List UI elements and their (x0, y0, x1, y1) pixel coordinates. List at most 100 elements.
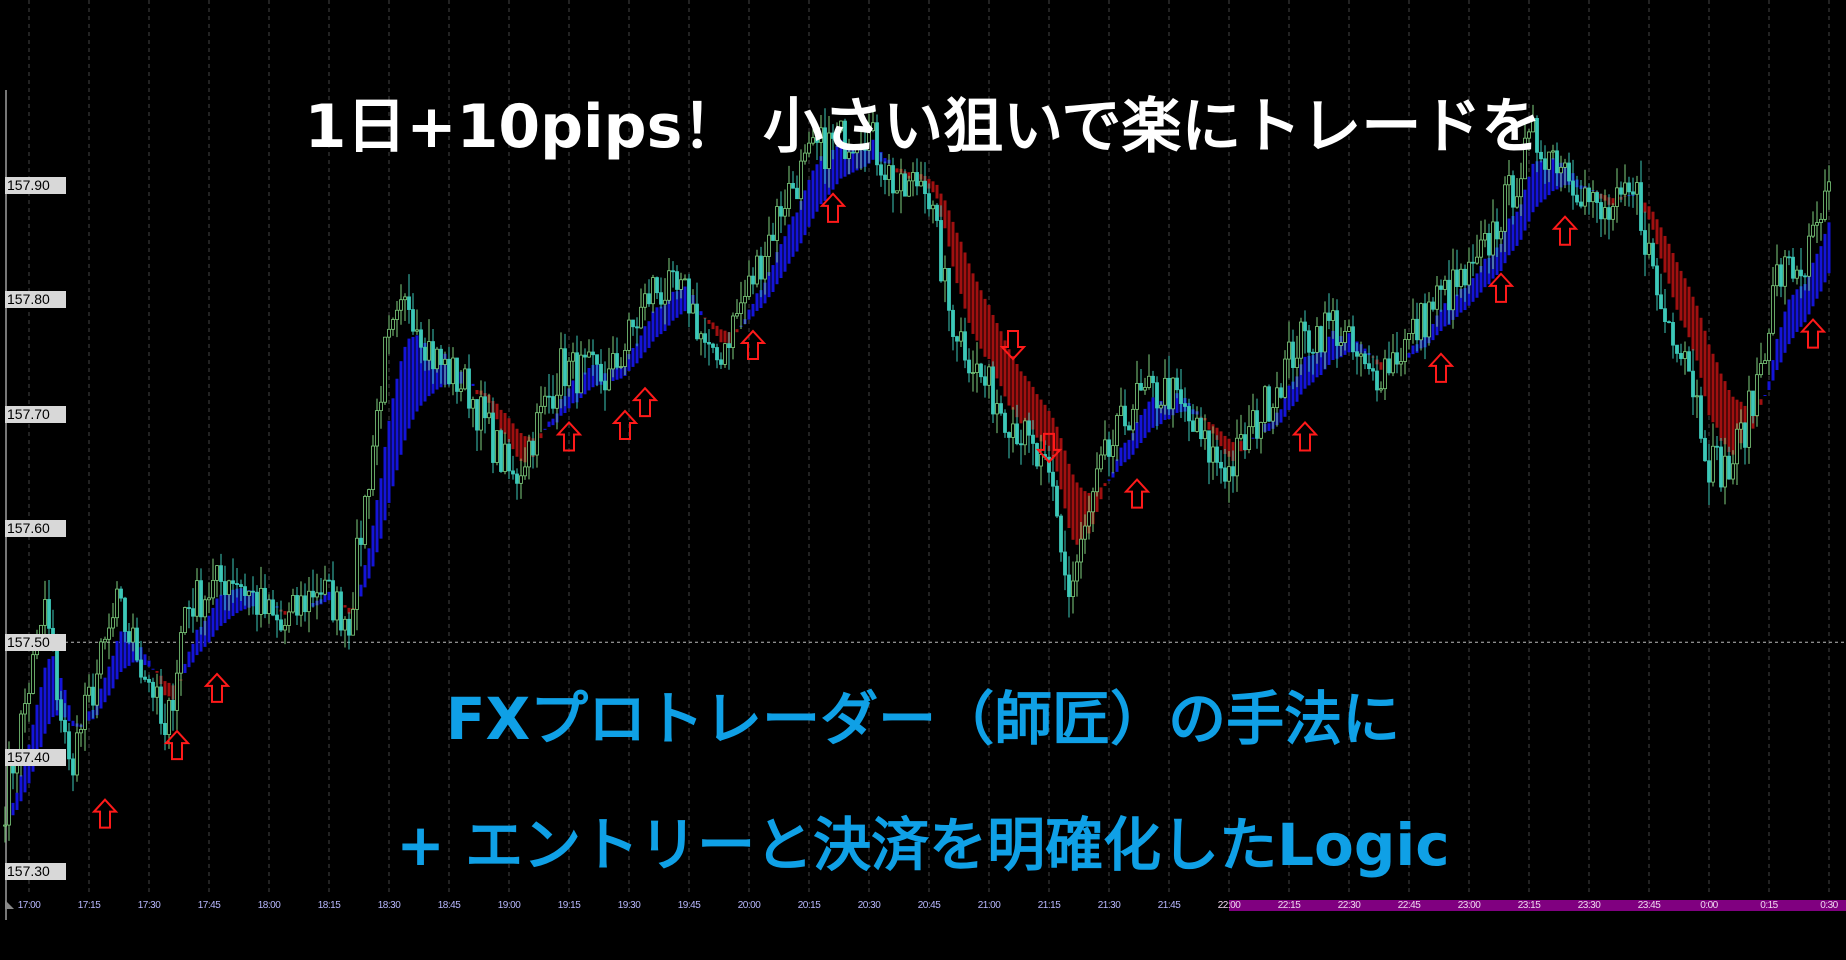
ma-ribbon-segment (615, 367, 619, 380)
candle-body (1299, 321, 1303, 359)
candle-body (1071, 580, 1075, 598)
candle-body (795, 187, 799, 200)
time-tick-label: 23:00 (1457, 900, 1481, 911)
candle-body (1183, 403, 1187, 407)
ma-ribbon-segment (1691, 296, 1695, 351)
candle-body (1115, 415, 1119, 447)
ma-ribbon-segment (103, 677, 107, 703)
candle-body (387, 328, 391, 338)
candle-body (1687, 351, 1691, 372)
ma-ribbon-segment (115, 640, 119, 680)
candle-body (1371, 368, 1375, 372)
candle-body (179, 632, 183, 674)
chart-left-border (5, 90, 7, 920)
candle-body (1107, 439, 1111, 457)
ma-ribbon-segment (143, 654, 147, 666)
ma-ribbon-segment (539, 433, 543, 439)
candle-body (1199, 417, 1203, 440)
candle-body (551, 396, 555, 409)
candle-body (1079, 538, 1083, 563)
candle-body (1063, 551, 1067, 576)
candle-body (979, 363, 983, 378)
candle-body (431, 341, 435, 370)
candle-body (1075, 561, 1079, 582)
ma-ribbon-segment (391, 398, 395, 487)
candle-body (243, 586, 247, 596)
ma-ribbon-segment (347, 607, 351, 614)
candle-body (175, 672, 179, 711)
ma-ribbon-segment (883, 158, 887, 164)
ma-ribbon-segment (387, 420, 391, 503)
ma-ribbon-segment (1643, 202, 1647, 213)
ma-ribbon-segment (895, 168, 899, 173)
candle-body (571, 352, 575, 362)
time-tick-label: 17:30 (137, 900, 161, 911)
candle-body (463, 368, 467, 390)
candle-body (159, 686, 163, 724)
ma-ribbon-segment (67, 705, 71, 722)
candle-body (459, 388, 463, 392)
candle-body (1603, 207, 1607, 220)
candle-body (87, 686, 91, 696)
ma-ribbon-segment (87, 711, 91, 721)
candle-body (1771, 285, 1775, 334)
candle-body (1551, 150, 1555, 153)
candle-body (1583, 187, 1587, 207)
time-tick-label: 17:15 (77, 900, 101, 911)
candle-body (1319, 326, 1323, 353)
candle-body (919, 180, 923, 187)
candle-body (1039, 454, 1043, 467)
ma-ribbon-segment (675, 291, 679, 318)
candle-body (183, 607, 187, 633)
ma-ribbon-segment (1483, 258, 1487, 288)
time-tick-label: 0:30 (1820, 900, 1838, 911)
candle-body (1343, 330, 1347, 343)
ma-ribbon-segment (1715, 362, 1719, 428)
candle-body (207, 597, 211, 601)
ma-ribbon-segment (619, 367, 623, 379)
candle-body (1823, 190, 1827, 220)
candle-body (1315, 326, 1319, 353)
candle-body (535, 412, 539, 456)
candle-body (1563, 162, 1567, 168)
ma-ribbon-segment (1291, 381, 1295, 407)
candle-body (635, 326, 639, 329)
candle-body (1263, 386, 1267, 423)
candle-body (1195, 417, 1199, 432)
candle-body (343, 618, 347, 631)
candle-body (323, 579, 327, 595)
ma-ribbon-segment (951, 221, 955, 267)
candle-body (1167, 377, 1171, 410)
candle-body (1627, 182, 1631, 193)
ma-ribbon-segment (235, 588, 239, 614)
candle-body (1419, 303, 1423, 341)
candle-body (1439, 285, 1443, 290)
candle-body (403, 296, 407, 301)
ma-ribbon-segment (1471, 278, 1475, 302)
time-tick-label: 22:15 (1277, 900, 1301, 911)
ma-ribbon-segment (71, 720, 75, 727)
candle-body (539, 405, 543, 414)
ma-ribbon-segment (935, 184, 939, 199)
ma-ribbon-segment (1319, 349, 1323, 376)
ma-ribbon-segment (1047, 410, 1051, 451)
candle-body (1431, 301, 1435, 310)
candle-body (775, 206, 779, 241)
ma-ribbon-segment (23, 759, 27, 793)
candle-body (331, 580, 335, 621)
candle-body (1511, 175, 1515, 208)
ma-ribbon-segment (779, 244, 783, 279)
candle-body (1375, 370, 1379, 391)
candle-body (1787, 256, 1791, 259)
candle-body (647, 293, 651, 305)
candle-body (1347, 326, 1351, 332)
sell-signal-arrow-icon (999, 330, 1027, 361)
candle-body (1331, 310, 1335, 321)
candle-body (931, 204, 935, 210)
candle-body (163, 722, 167, 735)
candle-body (427, 341, 431, 361)
time-tick-label: 17:00 (17, 900, 41, 911)
candle-body (435, 348, 439, 370)
ma-ribbon-segment (1043, 404, 1047, 445)
